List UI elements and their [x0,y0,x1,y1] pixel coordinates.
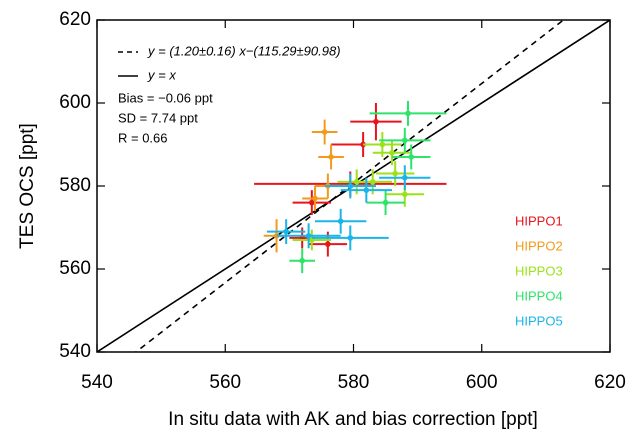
annotation: R = 0.66 [118,130,168,145]
y-tick-label: 600 [59,92,91,113]
y-tick-label: 580 [59,175,91,196]
point [312,195,318,202]
point [402,174,408,181]
point [389,150,395,156]
point [347,235,354,241]
point [309,199,315,206]
point [392,170,398,177]
plot-area [97,20,610,352]
point [328,154,334,160]
legend-label: HIPPO2 [515,238,563,253]
point [299,257,306,264]
y-tick-label: 560 [59,258,91,279]
point [408,154,415,160]
point [373,118,379,125]
point [379,141,386,148]
point [283,228,289,235]
legend-label: HIPPO5 [515,313,563,328]
point [321,129,328,135]
x-tick-label: 540 [81,372,113,393]
x-tick-label: 620 [594,372,626,393]
point [347,183,354,189]
point [363,187,370,193]
legend-label: y = x [147,67,176,82]
plot-frame [96,19,611,353]
point [382,199,389,206]
legend-label: y = (1.20±0.16) x−(115.29±90.98) [147,43,341,58]
point [402,137,408,144]
legend-label: HIPPO3 [515,263,563,278]
x-tick-label: 560 [209,372,241,393]
annotation: Bias = −0.06 ppt [118,90,213,105]
point [325,241,331,247]
point [337,218,344,225]
y-axis-label: TES OCS [ppt] [17,123,38,249]
x-tick-label: 600 [466,372,498,393]
annotation: SD = 7.74 ppt [118,110,198,125]
x-tick-label: 580 [338,372,370,393]
point [402,191,408,198]
legend-label: HIPPO1 [515,213,563,228]
x-axis-label: In situ data with AK and bias correction… [168,409,538,430]
point [405,110,411,117]
point [353,179,360,185]
legend-label: HIPPO4 [515,288,563,303]
point [305,233,312,239]
y-tick-label: 620 [59,9,91,30]
y-tick-label: 540 [59,341,91,362]
